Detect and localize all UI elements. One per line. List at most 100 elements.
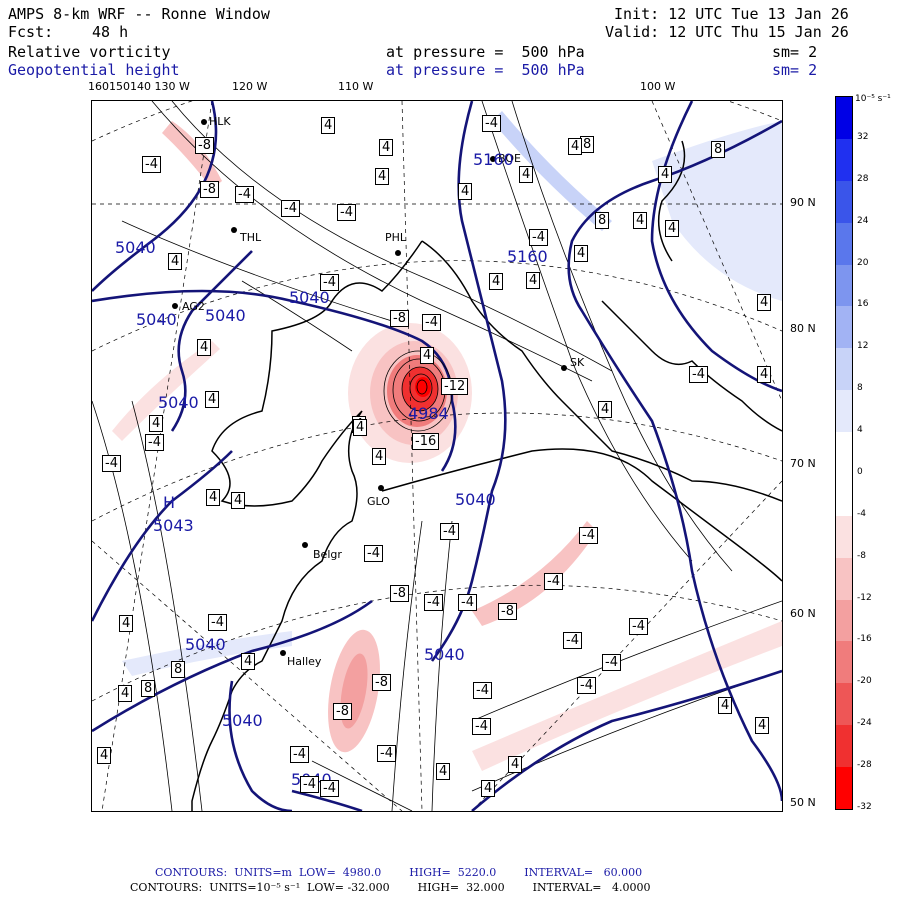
field2-smoothing: sm= 2 — [772, 61, 818, 79]
model-title: AMPS 8-km WRF -- Ronne Window — [8, 5, 270, 23]
height-label: 5040 — [136, 310, 177, 329]
vorticity-shading — [112, 111, 782, 771]
vorticity-label: 4 — [372, 448, 387, 465]
colorbar-band — [836, 390, 852, 433]
height-label: 5040 — [455, 490, 496, 509]
field2-name: Geopotential height — [8, 61, 180, 79]
lat-label-90: 90 N — [790, 196, 816, 209]
colorbar-tick-label: -20 — [857, 676, 872, 687]
vorticity-label: 4 — [118, 685, 133, 702]
colorbar-tick-label: 8 — [857, 383, 863, 394]
vorticity-label: 4 — [755, 717, 770, 734]
colorbar-tick-label: -16 — [857, 634, 872, 645]
station-marker — [172, 303, 178, 309]
lat-label-60: 60 N — [790, 607, 816, 620]
vorticity-label: 4 — [353, 419, 368, 436]
vorticity-label: -4 — [145, 434, 164, 451]
station-label: HLK — [209, 115, 231, 128]
colorbar-tick-label: 0 — [857, 466, 863, 477]
vorticity-label: -4 — [472, 718, 491, 735]
colorbar — [835, 96, 853, 810]
colorbar-band — [836, 306, 852, 349]
height-label: 5043 — [153, 516, 194, 535]
vorticity-label: -8 — [372, 674, 391, 691]
colorbar-tick-label: 20 — [857, 257, 869, 268]
vorticity-label: -4 — [577, 677, 596, 694]
field2-pressure: at pressure = 500 hPa — [386, 61, 585, 79]
colorbar-band — [836, 725, 852, 768]
vorticity-label: -8 — [390, 585, 409, 602]
vorticity-label: 4 — [481, 780, 496, 797]
vorticity-label: -8 — [200, 181, 219, 198]
colorbar-tick-label: -32 — [857, 802, 872, 812]
vorticity-label: -4 — [473, 682, 492, 699]
colorbar-band — [836, 97, 852, 140]
vorticity-label: 4 — [568, 138, 583, 155]
vorticity-label: 4 — [526, 272, 541, 289]
station-label: THL — [240, 231, 262, 244]
vorticity-label: -4 — [290, 746, 309, 763]
height-label: 5160 — [473, 150, 514, 169]
lon-label-100: 100 W — [640, 80, 676, 93]
vorticity-label: 4 — [420, 347, 435, 364]
vorticity-label: -4 — [377, 745, 396, 762]
vorticity-label: -4 — [422, 314, 441, 331]
station-marker — [280, 650, 286, 656]
colorbar-tick-label: -8 — [857, 550, 866, 561]
vorticity-label: 4 — [574, 245, 589, 262]
vorticity-label: 4 — [97, 747, 112, 764]
vorticity-label: -4 — [629, 618, 648, 635]
vorticity-label: 4 — [197, 339, 212, 356]
init-time: Init: 12 UTC Tue 13 Jan 26 — [614, 5, 849, 23]
vorticity-label: 4 — [231, 492, 246, 509]
lat-label-50: 50 N — [790, 796, 816, 809]
field1-name: Relative vorticity — [8, 43, 171, 61]
vorticity-label: 4 — [149, 415, 164, 432]
colorbar-tick-label: 32 — [857, 131, 869, 142]
vorticity-label: 4 — [119, 615, 134, 632]
station-marker — [378, 485, 384, 491]
forecast-hour: 48 h — [92, 23, 129, 41]
station-marker — [490, 156, 496, 162]
vorticity-label: -4 — [602, 654, 621, 671]
vorticity-label: 4 — [665, 220, 680, 237]
colorbar-tick-label: 28 — [857, 173, 869, 184]
footer-vorticity-contours: CONTOURS: UNITS=10⁻⁵ s⁻¹ LOW= -32.000 HI… — [130, 881, 651, 894]
vorticity-label: -4 — [689, 366, 708, 383]
vorticity-label: 8 — [595, 212, 610, 229]
colorbar-tick-label: -12 — [857, 592, 872, 603]
vorticity-label: -4 — [235, 186, 254, 203]
map-panel — [91, 100, 783, 812]
station-marker — [561, 365, 567, 371]
lat-label-70: 70 N — [790, 457, 816, 470]
colorbar-tick-label: 24 — [857, 215, 869, 226]
colorbar-band — [836, 264, 852, 307]
height-label: 5040 — [222, 711, 263, 730]
vorticity-label: -8 — [390, 310, 409, 327]
station-marker — [231, 227, 237, 233]
colorbar-band — [836, 138, 852, 182]
station-label: BOE — [498, 152, 521, 165]
colorbar-tick-label: 12 — [857, 341, 869, 352]
colorbar-tick-label: 4 — [857, 425, 863, 436]
colorbar-unit: 10⁻⁵ s⁻¹ — [855, 94, 891, 104]
vorticity-label: 4 — [757, 294, 772, 311]
vorticity-label: -4 — [320, 274, 339, 291]
vorticity-label: 8 — [580, 136, 595, 153]
high-center-marker: H — [163, 493, 176, 512]
vorticity-label: -4 — [458, 594, 477, 611]
vorticity-label: -4 — [337, 204, 356, 221]
vorticity-label: 4 — [168, 253, 183, 270]
colorbar-tick-label: -4 — [857, 508, 866, 519]
coastline — [191, 140, 782, 811]
vorticity-label: 4 — [205, 391, 220, 408]
colorbar-band — [836, 767, 852, 810]
vorticity-label: 8 — [711, 141, 726, 158]
vorticity-label: -8 — [195, 137, 214, 154]
lon-label-120: 120 W — [232, 80, 268, 93]
vorticity-label: 4 — [718, 697, 733, 714]
vorticity-label: -4 — [142, 156, 161, 173]
height-label: 5040 — [158, 393, 199, 412]
height-label: 5040 — [185, 635, 226, 654]
vorticity-label: 4 — [321, 117, 336, 134]
